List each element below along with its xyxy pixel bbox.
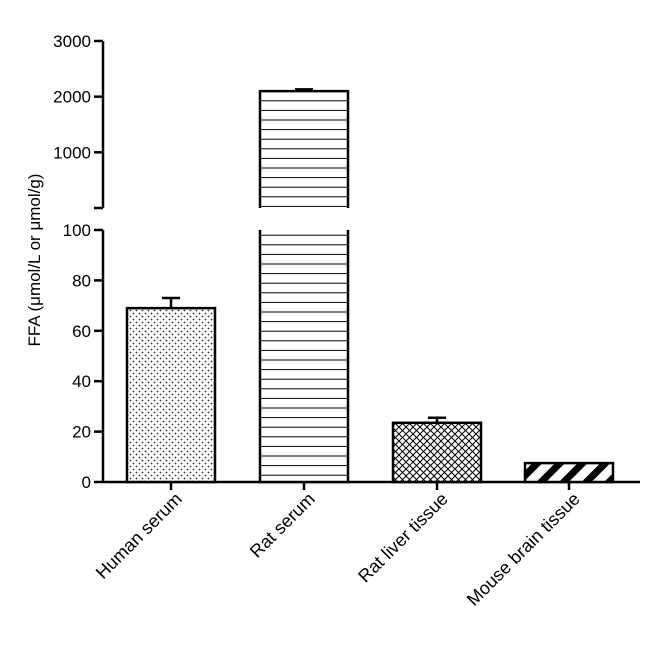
bar-lower-part	[258, 230, 350, 484]
bars	[125, 88, 615, 490]
y-tick-label: 100	[63, 221, 91, 240]
y-tick-label: 3000	[53, 32, 91, 51]
x-tick-labels: Human serum Rat serum Rat liver tissue Mous…	[92, 489, 584, 610]
x-tick-label: Human serum	[92, 489, 186, 583]
x-tick-label: Rat serum	[246, 489, 319, 562]
y-tick-label: 40	[72, 372, 91, 391]
y-ticks-upper: 1000 2000 3000	[53, 32, 103, 210]
bar	[125, 306, 217, 484]
y-tick-label: 0	[82, 473, 91, 492]
x-tick-label: Mouse brain tissue	[463, 489, 584, 610]
bar-upper-part	[258, 89, 350, 208]
bar	[391, 421, 483, 484]
y-ticks-lower: 0 20 40 60 80 100	[63, 221, 103, 492]
y-tick-label: 80	[72, 271, 91, 290]
x-tick-label: Rat liver tissue	[354, 489, 452, 587]
bar	[523, 461, 615, 484]
y-axis-title: FFA (μmol/L or μmol/g)	[25, 174, 44, 347]
y-tick-label: 2000	[53, 88, 91, 107]
y-tick-label: 1000	[53, 143, 91, 162]
y-tick-label: 20	[72, 423, 91, 442]
y-tick-label: 60	[72, 322, 91, 341]
